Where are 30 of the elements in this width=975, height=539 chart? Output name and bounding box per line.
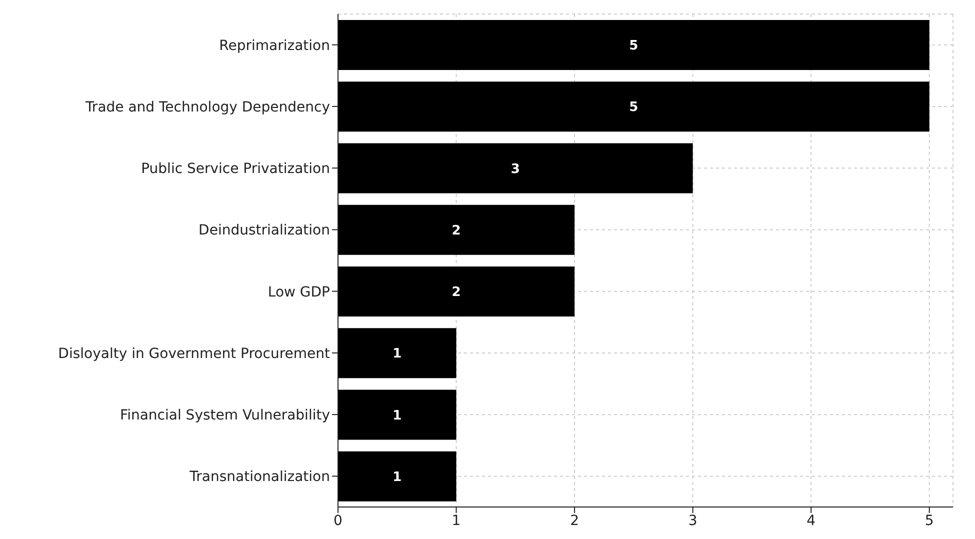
bar <box>338 266 575 316</box>
x-tick-label: 3 <box>688 512 698 529</box>
x-tick-label: 0 <box>334 512 342 529</box>
x-tick-label: 5 <box>924 512 934 529</box>
y-tick-label: Disloyalty in Government Procurement <box>58 346 331 362</box>
data-label: 5 <box>629 100 638 116</box>
x-tick-label: 2 <box>570 512 579 529</box>
data-label: 2 <box>452 223 461 238</box>
bar <box>338 20 930 70</box>
bar <box>338 390 456 440</box>
data-label: 3 <box>510 162 520 177</box>
x-tick-label: 1 <box>452 512 461 529</box>
data-label: 1 <box>392 408 402 424</box>
data-label: 5 <box>629 38 638 54</box>
y-tick-label: Trade and Technology Dependency <box>84 99 330 116</box>
bar <box>338 328 456 378</box>
y-tick-label: Financial System Vulnerability <box>120 408 330 424</box>
data-label: 1 <box>392 346 402 362</box>
bar <box>338 451 456 502</box>
data-label: 1 <box>392 470 402 485</box>
x-tick-label: 4 <box>806 512 816 529</box>
y-tick-label: Public Service Privatization <box>141 161 330 178</box>
y-tick-label: Transnationalization <box>188 469 330 486</box>
data-label: 2 <box>452 285 461 300</box>
y-tick-label: Low GDP <box>268 284 330 300</box>
bar <box>338 143 693 194</box>
bar <box>338 82 930 132</box>
y-tick-label: Reprimarization <box>219 38 330 54</box>
y-tick-label: Deindustrialization <box>198 222 330 239</box>
bar <box>338 204 575 255</box>
